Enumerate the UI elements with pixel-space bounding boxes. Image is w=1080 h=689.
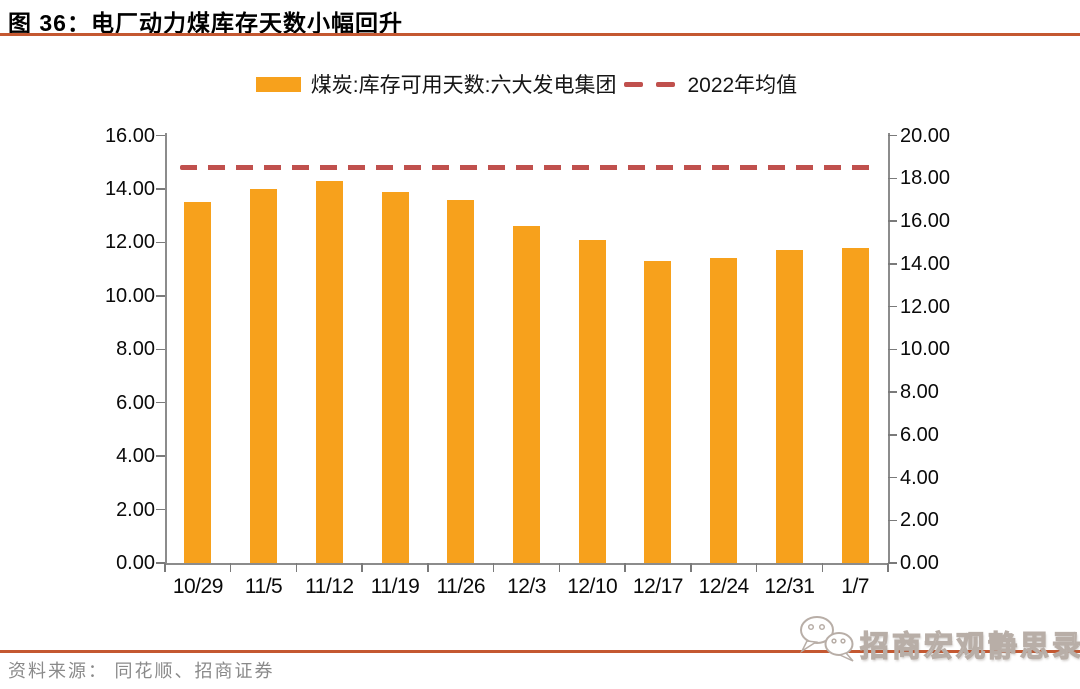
x-axis-tick bbox=[887, 563, 889, 572]
y-axis-left-tick bbox=[156, 295, 165, 297]
x-axis-tick bbox=[295, 563, 298, 572]
bar bbox=[315, 181, 343, 563]
legend: 煤炭:库存可用天数:六大发电集团 2022年均值 bbox=[165, 70, 888, 98]
y-axis-left-label: 4.00 bbox=[116, 445, 155, 468]
y-axis-right-line bbox=[888, 133, 890, 564]
y-axis-right-label: 18.00 bbox=[900, 167, 951, 190]
y-axis-right-tick bbox=[888, 519, 897, 521]
x-axis-label: 12/17 bbox=[632, 575, 684, 598]
y-axis-left-label: 14.00 bbox=[104, 178, 155, 201]
x-axis-label: 11/12 bbox=[305, 575, 354, 598]
y-axis-right-label: 8.00 bbox=[900, 381, 939, 404]
bar bbox=[513, 226, 540, 563]
y-axis-right-tick bbox=[888, 476, 897, 479]
y-axis-left-label: 10.00 bbox=[104, 284, 155, 307]
y-axis-right-tick bbox=[888, 220, 897, 222]
figure-title-text: 电厂动力煤库存天数小幅回升 bbox=[90, 10, 403, 36]
x-axis-label: 1/7 bbox=[841, 575, 869, 598]
y-axis-left-tick bbox=[156, 508, 165, 511]
y-axis-right-label: 14.00 bbox=[900, 252, 951, 275]
y-axis-right-label: 4.00 bbox=[900, 466, 939, 489]
y-axis-left-label: 0.00 bbox=[116, 552, 155, 574]
figure-label: 图 36： bbox=[8, 10, 91, 36]
footer-rule bbox=[0, 650, 1080, 653]
y-axis-right-label: 10.00 bbox=[900, 338, 951, 361]
y-axis-right-tick bbox=[888, 391, 897, 393]
dashed-line-legend-icon bbox=[624, 81, 676, 87]
x-axis-line bbox=[165, 563, 889, 565]
figure-title: 图 36：电厂动力煤库存天数小幅回升 bbox=[8, 4, 403, 38]
y-axis-right-label: 16.00 bbox=[900, 210, 951, 233]
x-axis-label: 10/29 bbox=[172, 575, 224, 598]
title-underline bbox=[0, 33, 1080, 36]
y-axis-left-tick bbox=[156, 241, 165, 244]
x-axis-tick bbox=[690, 563, 692, 572]
y-axis-right-label: 6.00 bbox=[900, 423, 939, 446]
legend-line-series-label: 2022年均值 bbox=[687, 74, 798, 97]
bar-series-swatch-icon bbox=[255, 76, 301, 92]
source-note: 资料来源： 同花顺、招商证券 bbox=[8, 661, 275, 681]
y-axis-left-label: 8.00 bbox=[116, 338, 155, 361]
y-axis-left-label: 16.00 bbox=[104, 124, 155, 147]
x-axis-tick bbox=[624, 563, 626, 572]
average-line bbox=[180, 165, 876, 171]
y-axis-left-line bbox=[165, 133, 167, 564]
bar bbox=[710, 258, 738, 563]
y-axis-right-tick bbox=[888, 134, 897, 137]
y-axis-right-tick bbox=[888, 434, 897, 436]
y-axis-left-tick bbox=[156, 562, 165, 564]
bar bbox=[250, 189, 278, 563]
y-axis-right-tick bbox=[888, 263, 897, 265]
y-axis-left-label: 2.00 bbox=[116, 498, 155, 521]
x-axis-label: 12/10 bbox=[567, 575, 618, 598]
y-axis-right-label: 0.00 bbox=[900, 552, 939, 574]
y-axis-right-tick bbox=[888, 562, 897, 564]
x-axis-label: 11/26 bbox=[436, 575, 486, 598]
y-axis-left-tick bbox=[156, 134, 165, 137]
legend-bar-series-label: 煤炭:库存可用天数:六大发电集团 bbox=[310, 74, 617, 97]
watermark-text: 招商宏观静思录 bbox=[859, 630, 1080, 663]
bar bbox=[644, 261, 672, 563]
x-axis-tick bbox=[492, 563, 495, 572]
x-axis-tick bbox=[361, 563, 363, 572]
x-axis-tick bbox=[427, 563, 429, 572]
y-axis-right-label: 20.00 bbox=[900, 124, 951, 147]
x-axis-tick bbox=[755, 563, 758, 572]
y-axis-left-tick bbox=[156, 455, 165, 457]
watermark: 招商宏观静思录 bbox=[796, 615, 1080, 670]
bar bbox=[184, 202, 212, 563]
bar bbox=[841, 247, 869, 563]
x-axis-tick bbox=[229, 563, 232, 572]
y-axis-left-label: 12.00 bbox=[104, 231, 155, 254]
x-axis-tick bbox=[558, 563, 561, 572]
x-axis-label: 12/31 bbox=[764, 575, 815, 598]
x-axis-label: 12/24 bbox=[698, 575, 750, 598]
bar bbox=[447, 199, 475, 563]
y-axis-right-tick bbox=[888, 348, 897, 351]
wechat-icon bbox=[800, 616, 854, 662]
bar bbox=[775, 250, 803, 563]
bar bbox=[381, 191, 409, 563]
y-axis-left-tick bbox=[156, 401, 165, 404]
x-axis-label: 11/19 bbox=[370, 575, 420, 598]
x-axis-label: 12/3 bbox=[507, 575, 546, 598]
y-axis-right-tick bbox=[888, 177, 897, 180]
y-axis-left-tick bbox=[156, 188, 165, 190]
x-axis-tick bbox=[164, 563, 166, 572]
y-axis-left-tick bbox=[156, 348, 165, 351]
y-axis-right-tick bbox=[888, 305, 897, 308]
x-axis-tick bbox=[821, 563, 824, 572]
y-axis-left-label: 6.00 bbox=[116, 391, 155, 414]
x-axis-label: 11/5 bbox=[244, 575, 283, 598]
y-axis-right-label: 12.00 bbox=[900, 295, 951, 318]
bar bbox=[578, 239, 606, 563]
y-axis-right-label: 2.00 bbox=[900, 509, 939, 532]
